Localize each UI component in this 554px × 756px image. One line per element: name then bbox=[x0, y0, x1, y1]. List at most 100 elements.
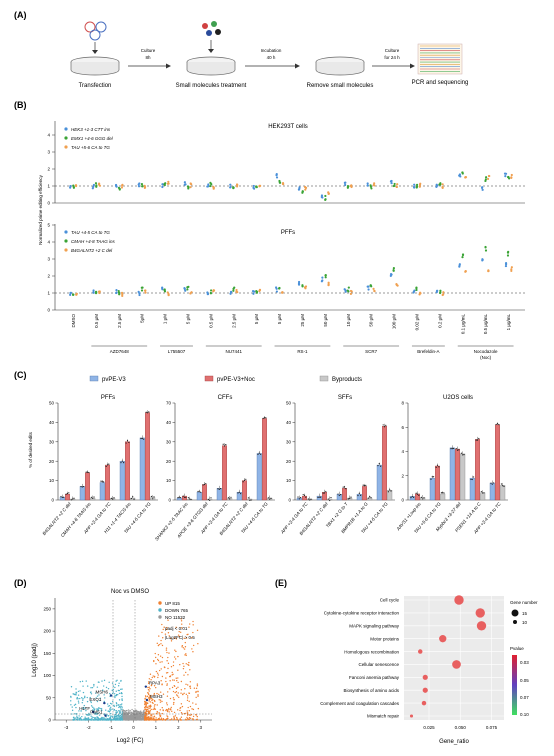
gene-point bbox=[177, 686, 179, 688]
gene-point bbox=[128, 712, 130, 714]
gene-point bbox=[77, 700, 80, 702]
gene-point bbox=[138, 718, 141, 720]
data-point bbox=[207, 183, 210, 186]
replicate-point bbox=[349, 497, 351, 500]
gene-point bbox=[184, 646, 187, 648]
data-point bbox=[258, 184, 261, 187]
pathway-point bbox=[454, 595, 464, 605]
replicate-point bbox=[123, 462, 125, 464]
data-point bbox=[166, 291, 169, 294]
y-tick-label: 70 bbox=[166, 401, 172, 406]
gene-point bbox=[186, 717, 189, 720]
gene-point bbox=[84, 707, 86, 710]
data-point bbox=[144, 291, 147, 294]
replicate-point bbox=[475, 439, 477, 441]
data-point bbox=[281, 291, 284, 294]
gene-point bbox=[164, 719, 167, 721]
replicate-point bbox=[358, 492, 360, 494]
gene-point bbox=[158, 635, 160, 637]
gene-point bbox=[94, 717, 97, 719]
highlighted-gene bbox=[145, 698, 149, 702]
gene-point bbox=[153, 708, 156, 710]
replicate-point bbox=[249, 499, 251, 501]
replicate-point bbox=[300, 497, 302, 499]
gene-point bbox=[167, 656, 169, 659]
replicate-point bbox=[61, 496, 63, 499]
gene-point bbox=[187, 706, 189, 709]
data-point bbox=[458, 174, 461, 177]
gene-point bbox=[130, 717, 132, 719]
replicate-point bbox=[443, 492, 445, 494]
gene-point bbox=[76, 715, 78, 717]
gene-point bbox=[133, 716, 136, 719]
gene-point bbox=[92, 709, 94, 711]
gene-point bbox=[155, 670, 158, 673]
step-label: Small molecules treatment bbox=[176, 83, 247, 89]
gene-point bbox=[181, 705, 184, 708]
gene-point bbox=[144, 703, 146, 706]
gene-point bbox=[182, 667, 185, 670]
gene-point bbox=[169, 709, 172, 711]
replicate-point bbox=[323, 492, 326, 494]
data-point bbox=[137, 290, 140, 293]
y-tick-label: 200 bbox=[43, 629, 51, 634]
gene-point bbox=[165, 647, 168, 649]
group-label: AZD7648 bbox=[110, 349, 130, 354]
x-tick-label: 0.5 μg/mL bbox=[483, 314, 488, 335]
gene-point bbox=[175, 691, 178, 693]
y-tick-label: 6 bbox=[401, 425, 404, 430]
gene-point bbox=[153, 707, 156, 709]
replicate-point bbox=[183, 496, 186, 498]
gene-point bbox=[90, 700, 92, 702]
gene-point bbox=[78, 717, 81, 720]
gene-point bbox=[129, 711, 131, 713]
gene-point bbox=[162, 628, 164, 631]
data-point bbox=[117, 291, 121, 294]
gene-point bbox=[97, 708, 99, 710]
gene-point bbox=[167, 619, 169, 621]
replicate-point bbox=[203, 483, 206, 486]
replicate-point bbox=[416, 493, 419, 495]
replicate-point bbox=[132, 496, 134, 498]
replicate-point bbox=[365, 484, 367, 486]
replicate-point bbox=[245, 478, 247, 480]
y-tick-label: 8 bbox=[401, 401, 404, 406]
data-point bbox=[187, 187, 190, 190]
gene-point bbox=[166, 704, 168, 706]
replicate-point bbox=[180, 496, 182, 499]
replicate-point bbox=[436, 464, 439, 466]
data-point bbox=[327, 191, 330, 194]
gene-point bbox=[137, 711, 139, 714]
gene-point bbox=[197, 707, 200, 710]
plot-title: HEK293T cells bbox=[268, 124, 308, 130]
replicate-point bbox=[322, 492, 324, 494]
data-point bbox=[442, 291, 445, 294]
data-point bbox=[278, 181, 281, 184]
gene-point bbox=[146, 695, 149, 698]
data-point bbox=[161, 183, 164, 186]
gene-point bbox=[113, 693, 116, 695]
data-point bbox=[415, 287, 418, 290]
highlighted-gene bbox=[104, 714, 107, 717]
replicate-point bbox=[357, 494, 359, 497]
replicate-point bbox=[130, 497, 132, 500]
gene-point bbox=[158, 669, 161, 672]
gene-point bbox=[150, 708, 152, 711]
bar bbox=[144, 412, 150, 501]
replicate-point bbox=[243, 479, 246, 481]
gene-point bbox=[183, 692, 185, 695]
y-tick-label: 4 bbox=[47, 133, 50, 138]
gene-point bbox=[73, 704, 76, 706]
replicate-point bbox=[420, 496, 422, 498]
data-point bbox=[461, 253, 465, 256]
data-point bbox=[252, 184, 255, 188]
data-point bbox=[229, 183, 232, 186]
gene-point bbox=[121, 708, 123, 710]
gene-point bbox=[166, 683, 168, 685]
replicate-point bbox=[225, 443, 227, 446]
x-tick-label: 0.5 μM bbox=[208, 314, 213, 328]
gene-point bbox=[183, 665, 185, 668]
stat-down: DOWN 765 bbox=[165, 608, 189, 613]
